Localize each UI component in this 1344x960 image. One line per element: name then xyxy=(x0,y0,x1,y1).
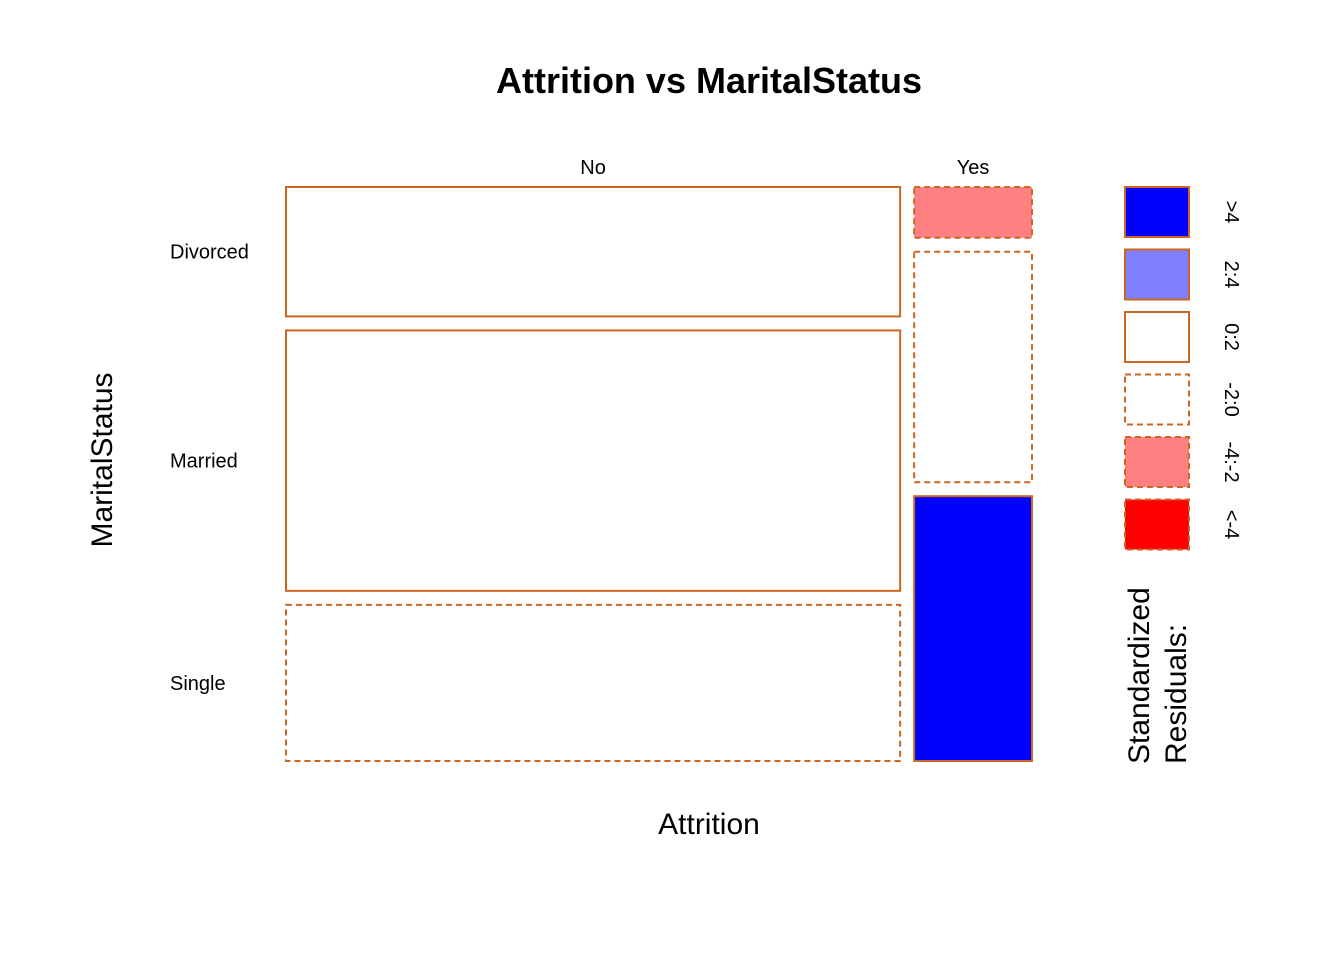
column-labels: No Yes xyxy=(580,157,989,179)
legend-swatch-3 xyxy=(1124,311,1190,363)
mosaic-cell-yes-married xyxy=(913,250,1034,484)
mosaic-cell-no-divorced xyxy=(285,186,902,318)
legend-swatch-4 xyxy=(1124,373,1190,426)
mosaic-cell-yes-divorced xyxy=(913,186,1034,239)
legend-title-line-2: Residuals: xyxy=(1160,624,1193,764)
chart-title: Attrition vs MaritalStatus xyxy=(496,60,922,101)
residual-legend: >4 2:4 0:2 -2:0 -4:-2 <-4 Standardized Residual… xyxy=(1123,186,1242,764)
row-labels: Divorced Married Single xyxy=(170,242,249,695)
legend-label-1: >4 xyxy=(1220,201,1242,224)
y-axis-title: MaritalStatus xyxy=(86,372,119,547)
legend-swatch-5 xyxy=(1124,436,1190,488)
mosaic-cell-no-single xyxy=(285,603,902,762)
legend-swatch-2 xyxy=(1124,248,1190,301)
mosaic-cell-yes-single xyxy=(913,495,1034,762)
legend-label-3: 0:2 xyxy=(1220,323,1242,351)
mosaic-cells xyxy=(285,186,1034,762)
x-axis-title: Attrition xyxy=(658,808,760,841)
legend-swatch-1 xyxy=(1124,186,1190,238)
column-label-yes: Yes xyxy=(957,157,990,179)
legend-swatch-6 xyxy=(1124,498,1190,551)
legend-label-5: -4:-2 xyxy=(1220,441,1242,482)
row-label-divorced: Divorced xyxy=(170,242,249,264)
column-label-no: No xyxy=(580,157,606,179)
row-label-married: Married xyxy=(170,451,238,473)
legend-label-2: 2:4 xyxy=(1220,261,1242,289)
legend-title-line-1: Standardized xyxy=(1123,587,1156,764)
legend-label-6: <-4 xyxy=(1220,510,1242,539)
legend-label-4: -2:0 xyxy=(1220,382,1242,416)
mosaic-cell-no-married xyxy=(285,329,902,592)
row-label-single: Single xyxy=(170,673,226,695)
